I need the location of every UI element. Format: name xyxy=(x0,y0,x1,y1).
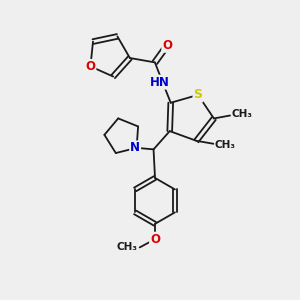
Text: CH₃: CH₃ xyxy=(232,109,253,119)
Text: O: O xyxy=(85,60,95,73)
Text: CH₃: CH₃ xyxy=(116,242,137,252)
Text: CH₃: CH₃ xyxy=(215,140,236,150)
Text: O: O xyxy=(150,233,160,246)
Text: S: S xyxy=(194,88,202,101)
Text: O: O xyxy=(162,39,172,52)
Text: HN: HN xyxy=(150,76,169,88)
Text: N: N xyxy=(130,141,140,154)
